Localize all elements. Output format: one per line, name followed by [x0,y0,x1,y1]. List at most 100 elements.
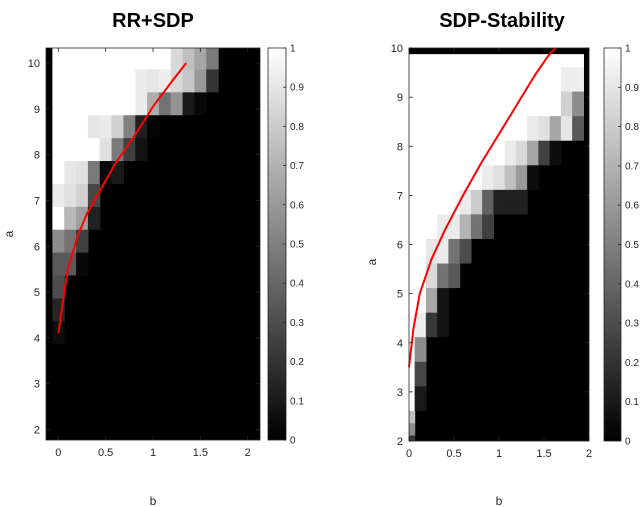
heatmap-cell [87,183,101,196]
heatmap-cell [99,91,113,104]
heatmap-cell [572,78,584,92]
heatmap-cell [158,80,172,93]
heatmap-cell [493,66,506,80]
heatmap-cell [52,252,65,265]
x-tick-label: 1.5 [193,447,208,459]
heatmap-cell [111,171,125,184]
heatmap-cell [425,238,438,252]
colorbar-tick-label: 0.5 [625,240,639,251]
heatmap-cell [194,48,207,58]
heatmap-cell [549,152,562,166]
heatmap-cell [414,176,427,190]
heatmap-cell [123,80,136,93]
heatmap-cell [459,201,472,215]
heatmap-cell [194,103,207,116]
y-tick-label: 9 [34,104,40,116]
heatmap-cell [482,78,494,92]
heatmap-cell [493,54,506,68]
heatmap-cell [111,91,125,104]
heatmap-cell [493,189,506,203]
colorbar-tick-label: 0.4 [290,279,304,290]
heatmap-cell [527,115,539,129]
heatmap-cell [194,68,207,81]
heatmap-cell [448,238,461,252]
boundary-curve [408,47,557,368]
heatmap-cell [515,164,528,178]
chart-title: SDP-Stability [439,10,565,32]
heatmap-cell [425,54,438,68]
colorbar-tick-label: 0 [625,437,631,448]
heatmap-cell [425,115,438,129]
heatmap-cell [459,164,472,178]
heatmap-cell [414,361,427,375]
heatmap-cell [52,183,65,196]
heatmap-cell [87,103,101,116]
heatmap-cell [515,152,528,166]
heatmap-cell [425,324,438,338]
heatmap-cell [52,263,65,276]
colorbar-tick-label: 0.8 [625,122,639,133]
heatmap-cell [549,127,562,141]
heatmap-cell [414,127,427,141]
heatmap-cell [493,78,506,92]
heatmap-cell [409,115,416,129]
colorbar-tick-label: 0.1 [625,397,639,408]
heatmap-cell [560,78,573,92]
heatmap-cell [459,115,472,129]
heatmap-cell [194,80,207,93]
heatmap-cell [414,385,427,399]
heatmap-cell [87,126,101,139]
heatmap-cell [425,189,438,203]
heatmap-cell [437,287,449,301]
heatmap-cell [493,140,506,153]
heatmap-cell [437,103,449,117]
heatmap-cell [425,213,438,227]
heatmap-cell [448,164,461,178]
heatmap-cell [52,286,65,299]
heatmap-cell [147,126,160,139]
heatmap-cell [448,176,461,190]
heatmap-cell [64,171,77,184]
heatmap-cell [549,78,562,92]
heatmap-cell [459,54,472,68]
heatmap-cell [52,57,65,70]
heatmap-cell [158,68,172,81]
heatmap-cell [99,48,113,58]
heatmap-cell [493,115,506,129]
heatmap-cell [482,103,494,117]
heatmap-cell [111,114,125,127]
heatmap-cell [560,90,573,104]
y-tick-label: 8 [397,141,403,153]
heatmap-cell [123,126,136,139]
heatmap-cell [470,213,483,227]
heatmap-cell [515,115,528,129]
heatmap-cell [409,213,416,227]
heatmap-cell [448,66,461,80]
heatmap-cell [437,238,449,252]
heatmap-cell [437,299,449,313]
heatmap-cell [52,206,65,219]
heatmap-cell [414,348,427,362]
heatmap-cell [504,176,517,190]
heatmap-cell [64,126,77,139]
colorbar-tick-label: 0.4 [625,279,639,290]
heatmap-cell [135,68,148,81]
y-tick-label: 7 [397,190,403,202]
heatmap-cell [409,422,416,436]
y-tick-label: 6 [34,241,40,253]
heatmap-cell [448,250,461,264]
heatmap-cell [527,176,539,190]
heatmap-cell [572,54,584,68]
heatmap-cell [549,103,562,117]
heatmap-cell [135,48,148,58]
heatmap-cell [515,54,528,68]
heatmap-cell [470,78,483,92]
heatmap-cell [437,312,449,325]
y-tick-label: 9 [397,92,403,104]
heatmap-cell [437,201,449,215]
heatmap-cell [76,240,89,253]
colorbar-tick-label: 0 [290,436,296,447]
colorbar-tick-label: 0.6 [290,200,304,211]
heatmap-cell [111,48,125,58]
colorbar-ticks: 0 0.1 0.2 0.3 0.4 0.5 0.6 0.7 0.8 0.9 1 [283,44,304,447]
